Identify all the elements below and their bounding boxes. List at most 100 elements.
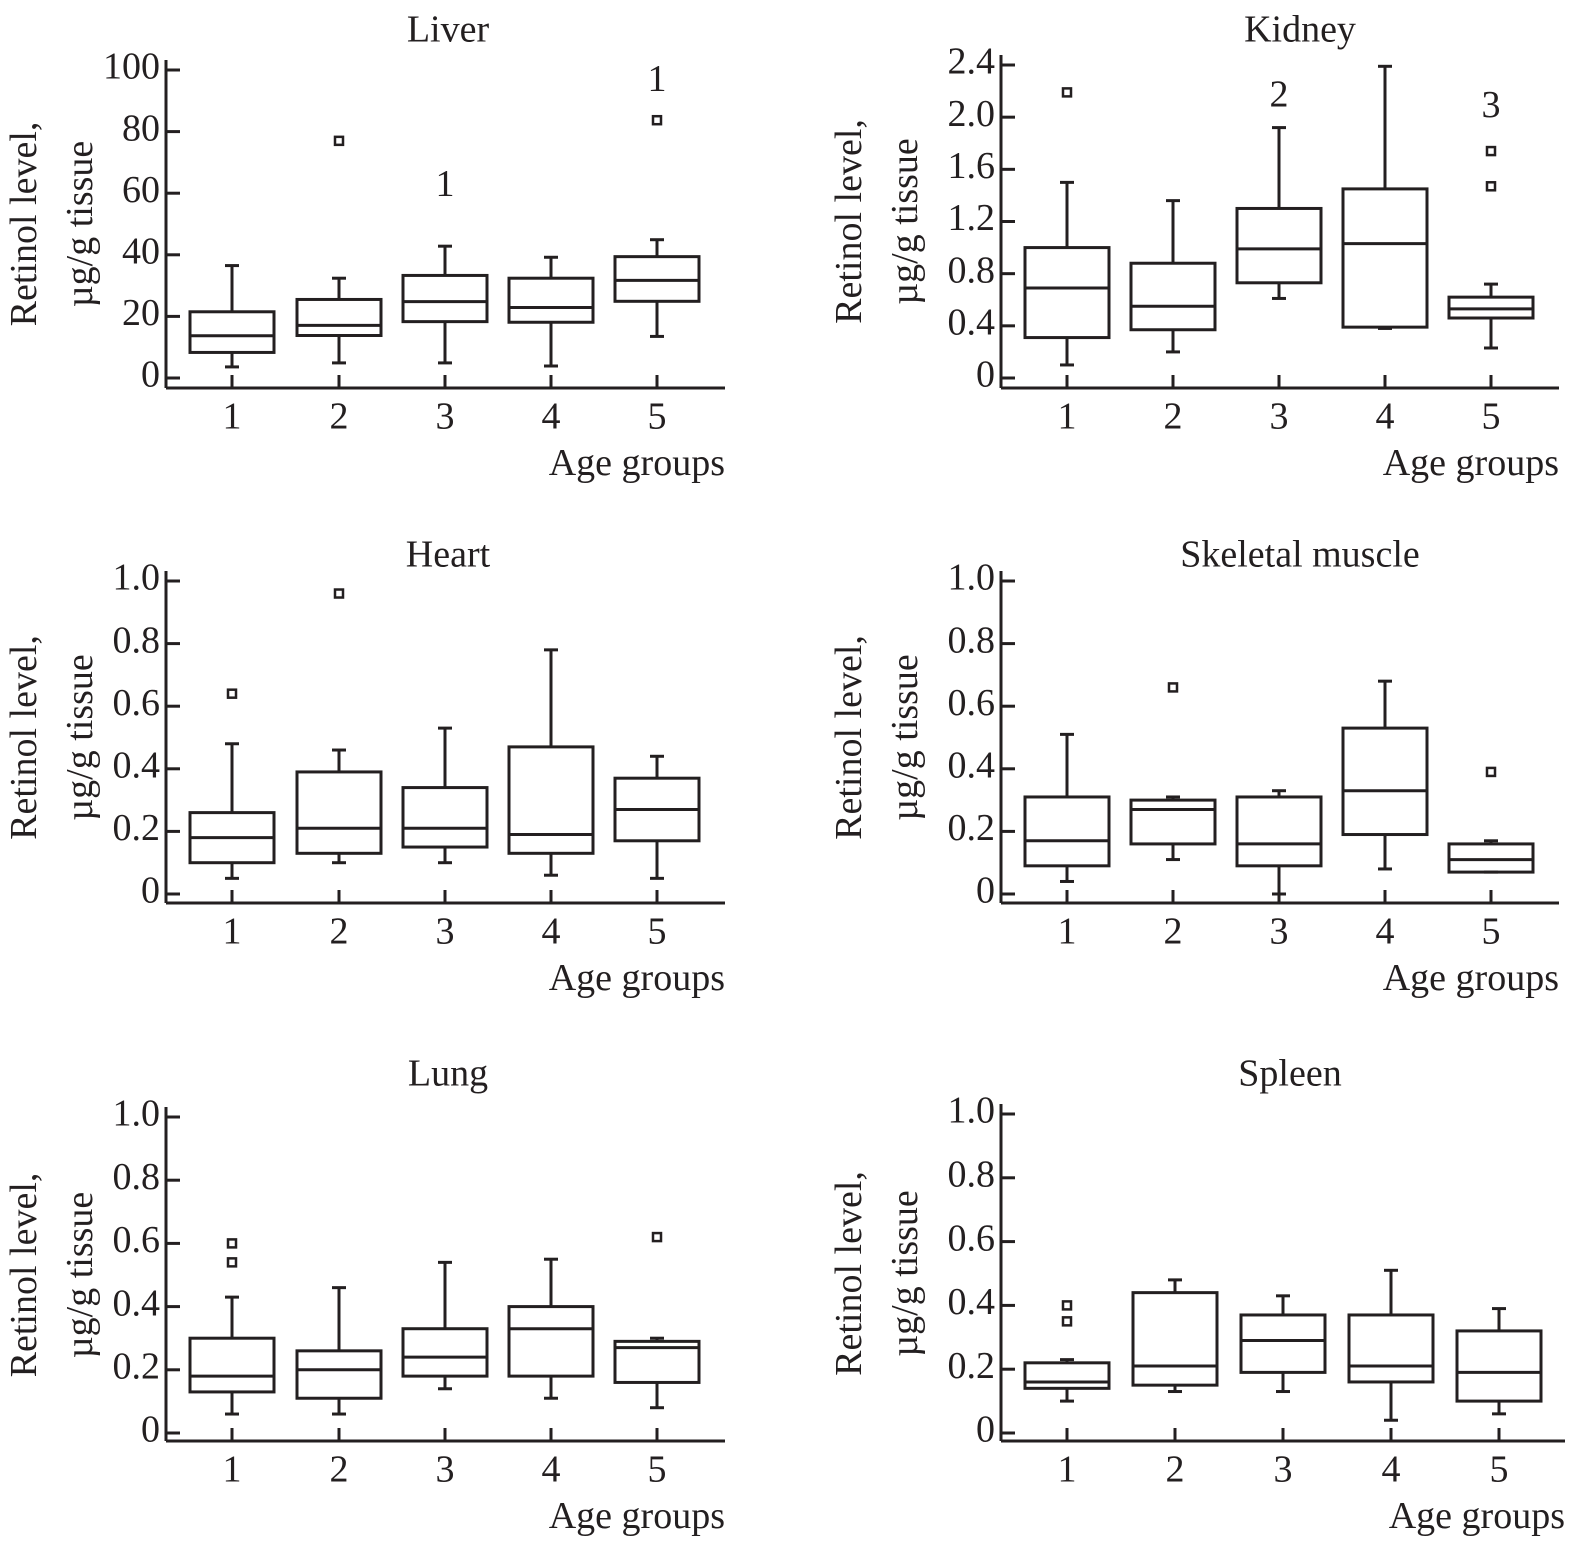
iqr-box [188,310,276,354]
box-group-2 [1129,199,1217,354]
y-tick-label: 60 [122,169,160,211]
iqr-box [1455,1329,1543,1403]
x-tick-label: 2 [330,396,349,438]
y-tick-label: 40 [122,231,160,273]
x-tick-label: 5 [1490,1449,1509,1491]
x-tick-label: 2 [330,911,349,953]
x-tick-label: 1 [223,396,242,438]
y-axis-label-line2: µg/g tissue [59,1192,101,1359]
box-group-3 [1235,126,1323,300]
box-group-5 [613,114,701,338]
x-tick-label: 4 [1382,1449,1401,1491]
outlier-point [1167,682,1179,693]
x-tick-label: 4 [542,1449,561,1491]
x-axis-label: Age groups [549,442,725,484]
y-tick-label: 0.2 [948,807,996,849]
outlier-point [1061,1316,1073,1327]
iqr-box [1023,246,1111,340]
x-tick-label: 4 [1376,396,1395,438]
iqr-box [188,1336,276,1394]
y-tick-label: 0.4 [948,745,996,787]
x-tick-label: 4 [1376,911,1395,953]
outlier-point [226,1238,238,1249]
box-group-4 [507,255,595,368]
iqr-box [295,1349,383,1400]
panel-title: Liver [407,9,490,51]
x-tick-label: 3 [436,911,455,953]
box-group-3 [401,1260,489,1391]
iqr-box [1239,1313,1327,1374]
x-tick-label: 3 [436,1449,455,1491]
x-tick-label: 2 [330,1449,349,1491]
outlier-point [1485,145,1497,157]
iqr-box [1447,842,1535,874]
box-group-5 [1455,1307,1543,1416]
y-tick-label: 0.6 [113,1219,161,1261]
y-tick-label: 0.6 [948,1217,996,1259]
y-axis-label-line1: Retinol level, [3,122,45,327]
box-group-2 [1129,682,1217,862]
iqr-box [1131,1291,1219,1387]
y-tick-label: 1.0 [948,557,996,599]
panel-title: Spleen [1238,1053,1341,1095]
y-tick-label: 0 [976,870,995,912]
x-tick-label: 5 [648,396,667,438]
x-axis-label: Age groups [1383,442,1559,484]
box-group-2 [295,588,383,865]
y-axis-label-line2: µg/g tissue [884,654,926,821]
box-group-5 [1447,145,1535,350]
x-tick-label: 4 [542,911,561,953]
outlier-point [1061,87,1073,98]
box-group-5 [613,754,701,880]
iqr-box [613,1339,701,1384]
box-group-1 [188,688,276,880]
iqr-box [1235,206,1323,285]
x-tick-label: 5 [1482,911,1501,953]
y-tick-label: 2.0 [948,93,996,135]
x-tick-label: 3 [436,396,455,438]
panel-title: Kidney [1244,9,1356,51]
y-tick-label: 0 [976,354,995,396]
box-group-3 [1235,789,1323,896]
iqr-box [1347,1313,1435,1384]
panel-title: Skeletal muscle [1180,534,1420,576]
x-tick-label: 5 [648,1449,667,1491]
box-group-2 [1131,1278,1219,1394]
x-tick-label: 3 [1270,396,1289,438]
y-tick-label: 0.2 [113,807,161,849]
y-axis-label-line1: Retinol level, [3,1173,45,1378]
outlier-point [651,1231,663,1243]
box-group-4 [507,648,595,877]
panel-title: Lung [408,1053,488,1095]
outlier-point [226,688,238,699]
x-tick-label: 2 [1164,911,1183,953]
iqr-box [1129,798,1217,846]
outlier-point [226,1257,238,1268]
y-axis-label-line2: µg/g tissue [59,141,101,308]
x-axis-label: Age groups [1389,1495,1565,1537]
x-axis-label: Age groups [549,957,725,999]
y-axis-label-line1: Retinol level, [828,1171,870,1376]
box-group-4 [1341,64,1429,330]
box-group-4 [1341,679,1429,871]
x-tick-label: 3 [1270,911,1289,953]
box-group-3 [401,244,489,365]
outlier-point [651,114,663,126]
significance-annotation: 1 [436,163,455,205]
x-tick-label: 5 [648,911,667,953]
y-tick-label: 0 [141,354,160,396]
box-group-5 [1447,766,1535,874]
y-tick-label: 0.6 [948,682,996,724]
x-tick-label: 1 [1058,1449,1077,1491]
iqr-box [1341,726,1429,837]
box-group-1 [1023,87,1111,367]
significance-annotation: 3 [1482,84,1501,126]
panel-title: Heart [406,534,491,576]
box-group-1 [1023,1300,1111,1403]
outlier-point [333,588,345,599]
